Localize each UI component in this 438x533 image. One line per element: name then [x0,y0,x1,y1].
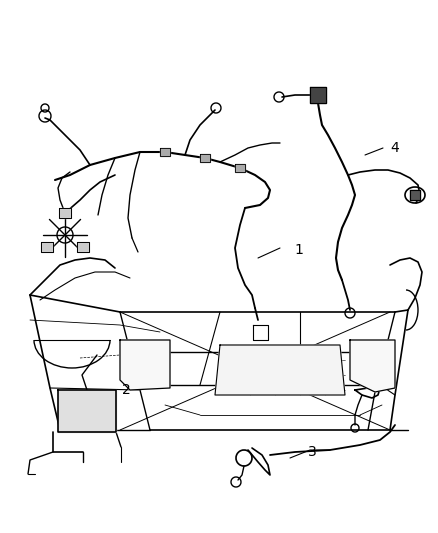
Polygon shape [77,242,89,252]
Polygon shape [350,340,395,392]
Polygon shape [59,208,71,218]
Text: 4: 4 [390,141,399,155]
Polygon shape [410,190,420,200]
Text: 1: 1 [294,243,303,257]
Polygon shape [120,340,170,390]
Polygon shape [215,345,345,395]
Polygon shape [58,390,116,432]
Polygon shape [200,154,210,162]
Polygon shape [253,325,268,340]
Polygon shape [160,148,170,156]
Text: 3: 3 [308,445,317,459]
Polygon shape [41,242,53,252]
Text: 2: 2 [122,383,131,397]
Polygon shape [310,87,326,103]
Polygon shape [235,164,245,172]
